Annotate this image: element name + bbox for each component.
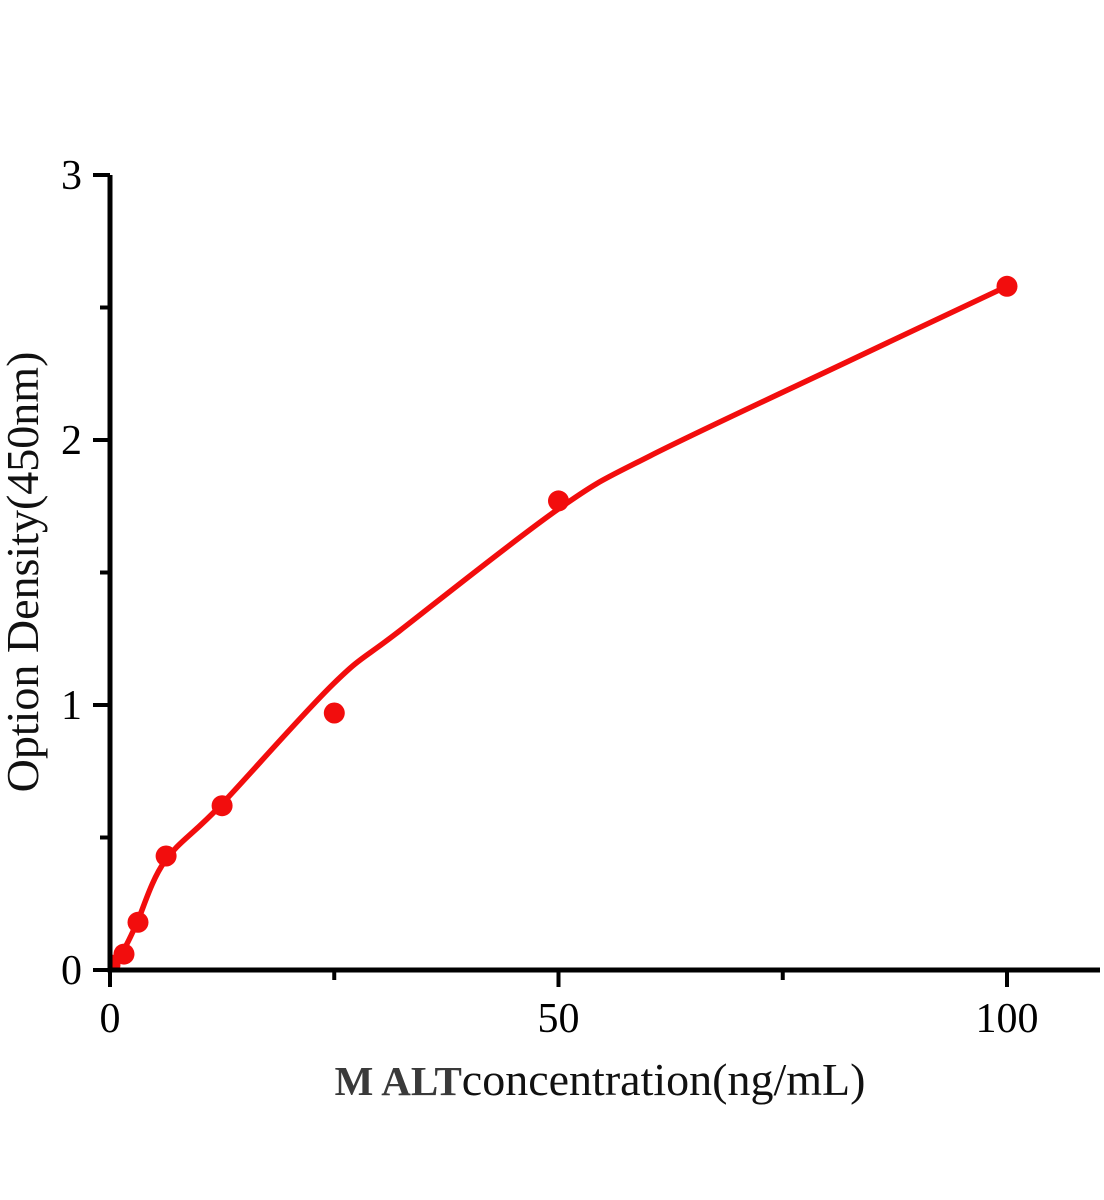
data-point	[155, 845, 177, 867]
y-tick-label: 1	[61, 683, 82, 729]
data-point	[127, 911, 149, 933]
data-point	[323, 702, 345, 724]
x-tick-label: 50	[538, 996, 580, 1042]
x-axis-title-product: M ALT	[335, 1058, 462, 1104]
x-axis-title-rest: concentration(ng/mL)	[462, 1054, 866, 1105]
y-tick-label: 0	[61, 948, 82, 994]
x-axis-title: M ALTconcentration(ng/mL)	[335, 1054, 866, 1105]
y-axis-title: Option Density(450nm)	[0, 352, 48, 793]
x-tick-label: 0	[100, 996, 121, 1042]
axes-layer: 0 50 100 0 1 2 3	[61, 153, 1100, 1042]
data-point	[996, 275, 1018, 297]
data-point	[211, 795, 233, 817]
x-tick-label: 100	[976, 996, 1039, 1042]
fit-curve-line	[110, 283, 1010, 970]
y-tick-label: 3	[61, 153, 82, 199]
data-layer	[110, 275, 1018, 970]
data-point	[113, 943, 135, 965]
y-tick-label: 2	[61, 418, 82, 464]
data-point	[548, 490, 569, 512]
